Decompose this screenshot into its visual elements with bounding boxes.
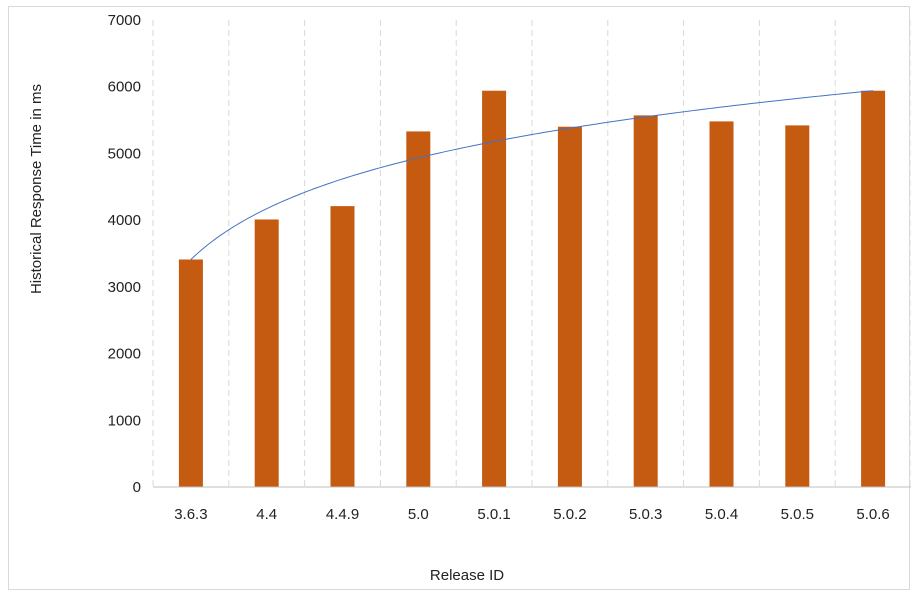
bars bbox=[178, 90, 886, 488]
trendline-path bbox=[190, 90, 874, 260]
bar-4.4.9 bbox=[330, 206, 355, 487]
y-tick-label: 2000 bbox=[108, 346, 141, 363]
x-tick-label: 3.6.3 bbox=[174, 506, 207, 523]
bar-5.0 bbox=[406, 131, 431, 488]
trendline bbox=[190, 90, 874, 260]
x-tick-label: 5.0.2 bbox=[553, 506, 586, 523]
bar-5.0.3 bbox=[633, 115, 658, 487]
bar-4.4 bbox=[254, 219, 279, 487]
y-tick-label: 5000 bbox=[108, 145, 141, 162]
bar-5.0.6 bbox=[861, 90, 886, 488]
bar-3.6.3 bbox=[178, 259, 203, 487]
x-tick-label: 5.0.1 bbox=[477, 506, 510, 523]
x-tick-label: 5.0.6 bbox=[856, 506, 889, 523]
gridlines bbox=[152, 20, 911, 487]
y-tick-label: 7000 bbox=[108, 12, 141, 29]
x-tick-label: 5.0.4 bbox=[705, 506, 738, 523]
bar-5.0.1 bbox=[482, 90, 507, 488]
x-tick-label: 4.4 bbox=[256, 506, 277, 523]
bar-5.0.5 bbox=[785, 125, 810, 487]
x-tick-label: 5.0.3 bbox=[629, 506, 662, 523]
x-tick-label: 5.0.5 bbox=[781, 506, 814, 523]
x-axis-label: Release ID bbox=[430, 567, 504, 584]
axes: 0 1000 2000 3000 4000 5000 6000 7000 3.6.3 4.4 4.4… bbox=[108, 12, 911, 523]
y-tick-label: 6000 bbox=[108, 79, 141, 96]
chart-frame: 0 1000 2000 3000 4000 5000 6000 7000 3.6.3 4.4 4.4… bbox=[8, 6, 911, 590]
x-tick-label: 4.4.9 bbox=[326, 506, 359, 523]
y-tick-label: 3000 bbox=[108, 279, 141, 296]
bar-5.0.2 bbox=[557, 126, 582, 487]
y-tick-label: 1000 bbox=[108, 412, 141, 429]
bar-5.0.4 bbox=[709, 121, 734, 488]
y-axis-label: Historical Response Time in ms bbox=[28, 84, 45, 294]
x-tick-label: 5.0 bbox=[408, 506, 429, 523]
y-tick-label: 4000 bbox=[108, 212, 141, 229]
bar-chart: 0 1000 2000 3000 4000 5000 6000 7000 3.6.3 4.4 4.4… bbox=[28, 12, 911, 584]
y-tick-label: 0 bbox=[133, 479, 141, 496]
